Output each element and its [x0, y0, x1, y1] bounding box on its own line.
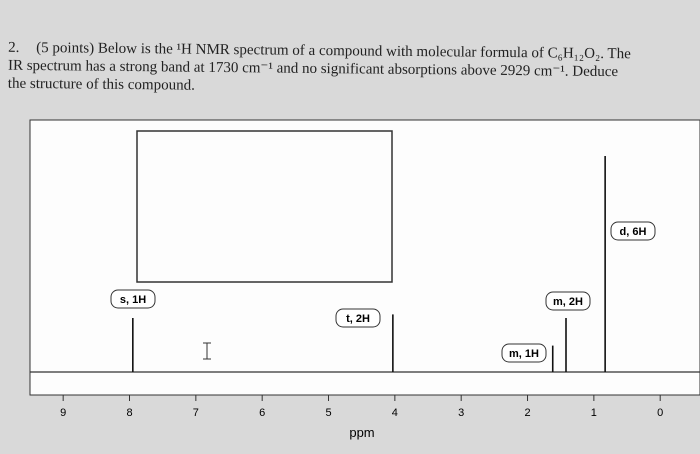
x-tick-label: 5 [325, 407, 331, 419]
label-box [545, 291, 591, 311]
label-box [335, 308, 381, 328]
label-box [110, 289, 156, 309]
label-text: t, 2H [346, 313, 370, 325]
peak-label: t, 2H [335, 308, 381, 328]
label-text: d, 6H [620, 226, 647, 238]
peak-label: m, 1H [501, 343, 547, 363]
x-tick-label: 0 [657, 407, 663, 419]
text-cursor [203, 342, 211, 360]
label-text: m, 1H [509, 348, 539, 360]
x-tick-label: 6 [259, 407, 265, 419]
peak-label: m, 2H [545, 291, 591, 311]
x-tick-label: 9 [60, 407, 66, 419]
x-tick-label: 3 [458, 407, 464, 419]
label-text: m, 2H [553, 296, 583, 308]
plot-frame [29, 119, 700, 396]
peak-label: d, 6H [610, 221, 656, 241]
x-tick-label: 2 [524, 407, 530, 419]
x-tick-label: 1 [591, 407, 597, 419]
label-box [610, 221, 656, 241]
x-tick-label: 8 [126, 407, 132, 419]
x-tick-label: 7 [193, 407, 199, 419]
label-box [501, 343, 547, 363]
x-tick-label: 4 [392, 407, 398, 419]
x-axis-label: ppm [349, 425, 374, 440]
answer-box [136, 130, 393, 283]
label-text: s, 1H [120, 294, 146, 306]
peak-label: s, 1H [110, 289, 156, 309]
